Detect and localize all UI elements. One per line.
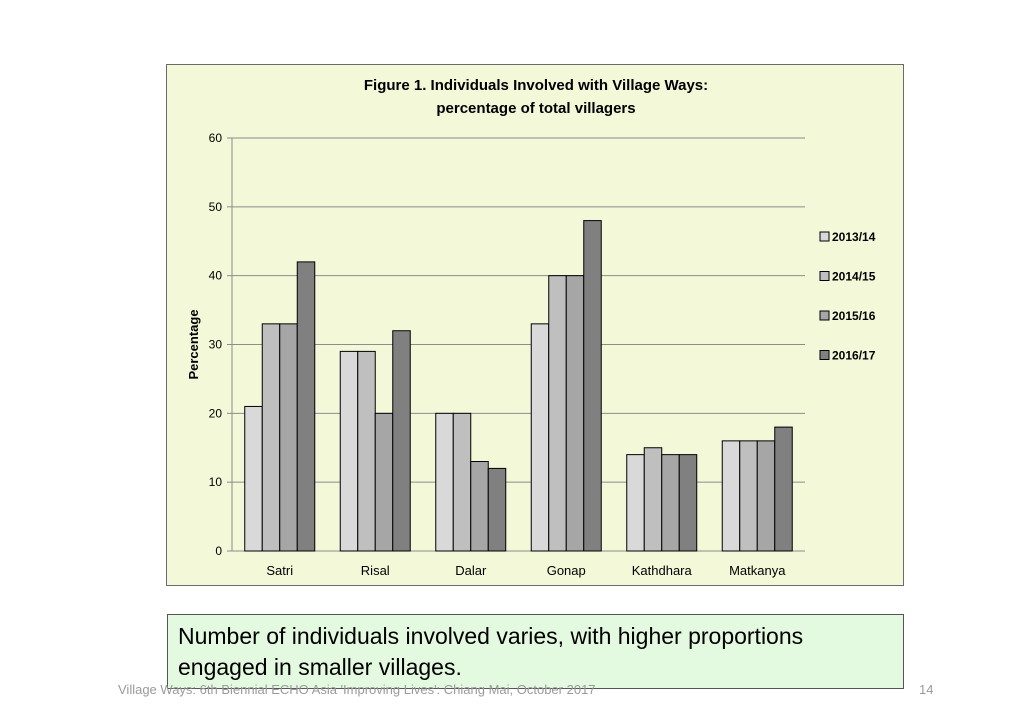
- y-axis-label: Percentage: [186, 309, 201, 379]
- x-tick-label: Satri: [266, 563, 293, 578]
- bar: [392, 330, 411, 552]
- bar: [279, 323, 298, 552]
- caption-line-1: Number of individuals involved varies, w…: [178, 623, 804, 649]
- bar: [296, 261, 316, 552]
- bar: [774, 426, 793, 552]
- x-tick-label: Matkanya: [729, 563, 786, 578]
- bar: [583, 220, 602, 552]
- bar: [339, 350, 359, 552]
- bar: [244, 405, 263, 552]
- bar: [452, 412, 472, 552]
- bar: [470, 461, 489, 552]
- x-tick-label: Dalar: [455, 563, 487, 578]
- bar: [643, 447, 663, 552]
- caption-box: Number of individuals involved varies, w…: [167, 614, 904, 689]
- bar: [435, 412, 454, 552]
- chart-subtitle: percentage of total villagers: [436, 100, 636, 117]
- bar: [565, 275, 585, 552]
- y-tick-label: 40: [209, 269, 223, 283]
- bar: [661, 454, 680, 552]
- bar: [374, 412, 394, 552]
- bar: [530, 323, 550, 552]
- legend-label: 2016/17: [832, 349, 876, 363]
- bar: [739, 440, 758, 552]
- bar: [357, 350, 376, 552]
- y-tick-label: 10: [209, 475, 223, 489]
- chart-title: Figure 1. Individuals Involved with Vill…: [363, 77, 709, 94]
- legend-swatch: [819, 310, 830, 321]
- y-tick-label: 0: [215, 544, 222, 558]
- chart-plot: 0 10 20 30 40 50 60 Percentage Satri Risal Dalar Go…: [186, 131, 876, 578]
- x-tick-label: Risal: [361, 563, 390, 578]
- y-tick-label: 50: [209, 200, 223, 214]
- footer-text: Village Ways: 6th Biennial ECHO Asia 'Im…: [118, 682, 596, 697]
- bar: [261, 323, 281, 552]
- bar: [678, 454, 698, 552]
- bar: [626, 454, 645, 552]
- bar: [487, 467, 507, 552]
- x-tick-label: Gonap: [547, 563, 586, 578]
- legend-swatch: [819, 231, 830, 242]
- legend-label: 2013/14: [832, 230, 876, 244]
- y-tick-label: 20: [209, 406, 223, 420]
- legend-label: 2015/16: [832, 309, 876, 323]
- legend-swatch: [819, 350, 830, 360]
- legend-label: 2014/15: [832, 270, 876, 284]
- caption-line-2: engaged in smaller villages.: [178, 654, 462, 680]
- page-number: 14: [919, 682, 934, 697]
- y-tick-label: 30: [209, 338, 223, 352]
- y-tick-label: 60: [209, 131, 223, 145]
- x-tick-label: Kathdhara: [632, 563, 693, 578]
- legend-swatch: [819, 271, 830, 281]
- bar: [548, 275, 567, 552]
- chart-panel: Figure 1. Individuals Involved with Vill…: [166, 64, 904, 586]
- bar: [756, 440, 776, 552]
- bar: [721, 440, 741, 552]
